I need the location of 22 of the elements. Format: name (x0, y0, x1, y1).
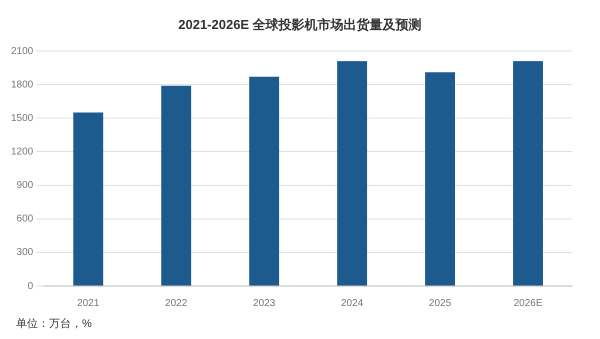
x-tick-label: 2024 (340, 298, 364, 309)
bar (513, 61, 543, 286)
y-tick-label: 600 (16, 214, 34, 225)
x-tick-label: 2026E (514, 298, 543, 309)
x-tick-label: 2021 (77, 298, 100, 309)
y-tick-label: 0 (28, 280, 34, 292)
bar (337, 61, 368, 286)
x-tick-label: 2025 (428, 298, 452, 309)
y-tick-label: 2100 (10, 46, 34, 57)
y-tick-label: 1800 (10, 79, 34, 90)
bar (161, 86, 192, 286)
x-tick-label: 2023 (253, 298, 276, 309)
text: 单位：万台，% (15, 317, 93, 331)
bar (73, 112, 104, 286)
bar (425, 72, 456, 286)
x-tick-label: 2022 (165, 298, 188, 309)
y-tick-label: 900 (16, 180, 34, 192)
y-tick-label: 1200 (10, 146, 34, 158)
y-tick-label: 1500 (10, 112, 34, 124)
bar (249, 76, 280, 286)
y-tick-label: 300 (16, 247, 34, 258)
chart-title: 2021-2026E 全球投影机市场出货量及预测 (177, 16, 423, 34)
